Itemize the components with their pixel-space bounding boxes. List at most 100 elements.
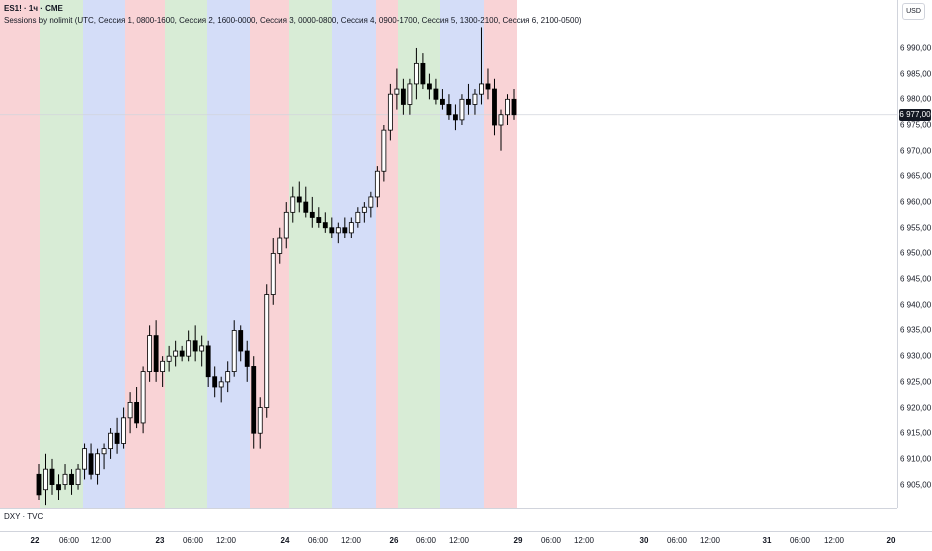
candle [511,89,517,120]
candle [374,166,380,208]
candle-body [88,453,94,475]
price-tick: 6 920,00 [900,403,932,413]
candle [459,94,465,126]
price-tick: 6 940,00 [900,300,932,310]
time-tick: 12:00 [823,536,845,545]
candle-body [270,253,276,295]
candle [283,202,289,249]
session-band-red [125,0,165,508]
candle [355,207,361,228]
candle [368,191,374,218]
candle-body [121,417,127,444]
candle-body [108,432,113,450]
session-band-red [376,0,398,508]
price-tick: 6 905,00 [900,480,932,490]
candle [166,345,172,372]
candle [257,397,263,449]
chart-canvas[interactable] [0,0,897,508]
time-tick: 12:00 [340,536,362,545]
candle [140,366,146,434]
candle [407,78,413,115]
candle-body [394,88,400,95]
time-tick: 06:00 [666,536,688,545]
time-tick: 06:00 [58,536,80,545]
candle [153,320,159,382]
price-tick: 6 915,00 [900,428,932,438]
candle [426,73,432,100]
time-axis[interactable]: 22 06:00 12:00 23 06:00 12:00 24 06:00 12:00 26 06… [0,531,932,551]
candle-body [303,201,309,213]
price-chart[interactable] [0,0,897,508]
session-band-blue [332,0,376,508]
candle [192,325,198,362]
candle [127,392,133,434]
candle [49,458,55,495]
candle-body [231,330,237,372]
candle [212,366,218,398]
price-tick: 6 960,00 [900,197,932,207]
candle [56,474,61,500]
candle [179,345,185,362]
candle-body [257,407,263,434]
candle [296,181,302,213]
candle [335,222,341,244]
candle-body [309,211,315,218]
candle-body [36,473,42,496]
candle-body [251,366,257,434]
time-tick: 12:00 [90,536,112,545]
candle-body [192,340,198,352]
time-tick: 06:00 [540,536,562,545]
candle-body [49,468,55,485]
candle [420,53,426,90]
candle-body [407,83,413,105]
candle-body [179,350,185,357]
time-tick: 06:00 [307,536,329,545]
candle-body [361,206,367,213]
candle [121,407,127,449]
candle-body [82,448,87,470]
price-tick: 6 910,00 [900,454,932,464]
candle [108,428,113,459]
candle-body [290,196,296,213]
candle-body [127,401,133,419]
time-tick: 06:00 [789,536,811,545]
candle-body [400,88,406,105]
candle-body [95,453,100,475]
time-tick: 12:00 [448,536,470,545]
candle-body [166,355,172,362]
candle [342,217,348,239]
candle [492,78,497,136]
session-band-blue [207,0,250,508]
candle-body [329,227,335,234]
price-tick: 6 970,00 [900,146,932,156]
time-tick: 31 [762,536,772,545]
price-tick: 6 985,00 [900,69,932,79]
time-tick: 24 [280,536,290,545]
candle [205,340,211,387]
time-tick: 12:00 [573,536,595,545]
candle [251,356,257,449]
candle-body [381,129,387,172]
indicator-label[interactable]: Sessions by nolimit (UTC, Сессия 1, 0800… [4,16,582,25]
candle-body [238,330,244,352]
candle [400,78,406,115]
sub-pane-label[interactable]: DXY · TVC [4,512,44,521]
candle [75,464,81,490]
price-tick: 6 925,00 [900,377,932,387]
candle [101,443,107,470]
symbol-label[interactable]: ES1! · 1ч · CME [4,4,63,13]
price-tick: 6 955,00 [900,223,932,233]
candle [36,464,42,500]
price-axis[interactable]: 6 990,00 6 985,00 6 980,00 6 975,00 6 970,00… [897,0,932,508]
candle-body [225,371,231,383]
candle [413,47,419,100]
candle [290,186,296,223]
candle-body [413,62,419,85]
session-band-red [250,0,289,508]
sub-pane[interactable] [0,508,897,532]
candle-body [114,432,120,444]
candle-body [283,211,289,239]
time-tick: 30 [639,536,649,545]
currency-button[interactable]: USD [902,3,925,20]
candle [277,227,283,264]
